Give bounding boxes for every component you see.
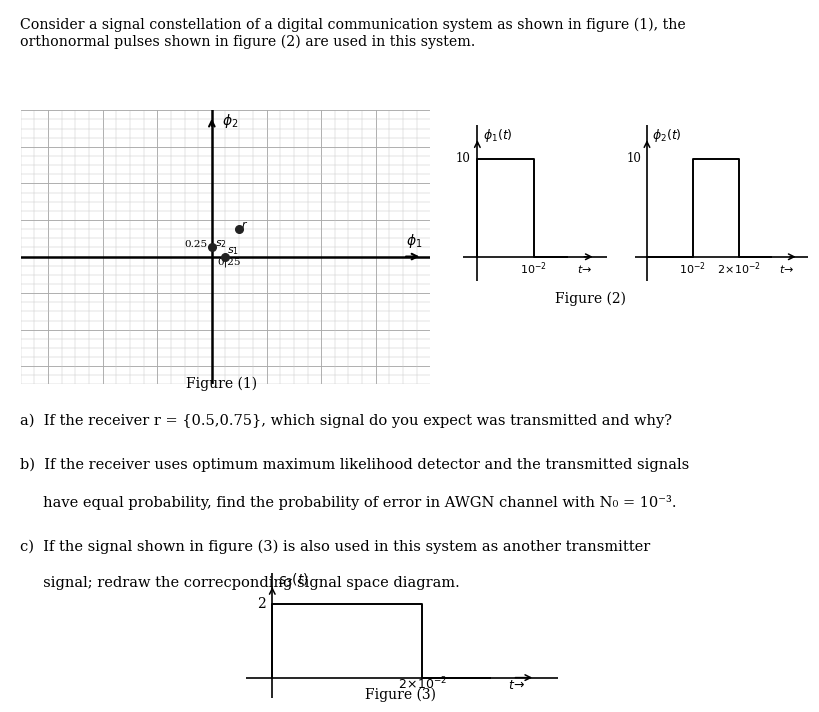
Text: $t\!\rightarrow$: $t\!\rightarrow$ — [778, 263, 794, 276]
Text: Figure (3): Figure (3) — [364, 688, 435, 702]
Text: b)  If the receiver uses optimum maximum likelihood detector and the transmitted: b) If the receiver uses optimum maximum … — [20, 458, 689, 472]
Text: $10^{-2}$: $10^{-2}$ — [679, 260, 705, 277]
Text: $s_2$: $s_2$ — [215, 239, 227, 250]
Text: 10: 10 — [626, 152, 640, 165]
Text: $s_1$: $s_1$ — [227, 245, 239, 257]
Text: $2\!\times\!10^{-2}$: $2\!\times\!10^{-2}$ — [716, 260, 760, 277]
Text: c)  If the signal shown in figure (3) is also used in this system as another tra: c) If the signal shown in figure (3) is … — [20, 540, 650, 554]
Text: $2\!\times\!10^{-2}$: $2\!\times\!10^{-2}$ — [397, 676, 446, 692]
Text: Figure (1): Figure (1) — [186, 377, 256, 391]
Text: $\phi_1(t)$: $\phi_1(t)$ — [482, 127, 512, 145]
Text: $t\!\rightarrow$: $t\!\rightarrow$ — [576, 263, 591, 276]
Text: $t\!\rightarrow$: $t\!\rightarrow$ — [507, 679, 524, 692]
Text: $\phi_2$: $\phi_2$ — [221, 112, 238, 130]
Text: Consider a signal constellation of a digital communication system as shown in fi: Consider a signal constellation of a dig… — [20, 18, 686, 49]
Text: 10: 10 — [455, 152, 470, 165]
Text: a)  If the receiver r = {0.5,0.75}, which signal do you expect was transmitted a: a) If the receiver r = {0.5,0.75}, which… — [20, 414, 672, 428]
Text: signal; redraw the correcponding signal space diagram.: signal; redraw the correcponding signal … — [20, 577, 459, 590]
Text: $10^{-2}$: $10^{-2}$ — [519, 260, 546, 277]
Text: 0.25: 0.25 — [184, 240, 207, 248]
Text: $\phi_1$: $\phi_1$ — [405, 232, 422, 250]
Text: $\phi_2(t)$: $\phi_2(t)$ — [651, 127, 681, 145]
Text: have equal probability, find the probability of error in AWGN channel with N₀ = : have equal probability, find the probabi… — [20, 495, 676, 510]
Text: 0|25: 0|25 — [217, 258, 241, 267]
Text: $s_3(t)$: $s_3(t)$ — [278, 571, 309, 589]
Text: 2: 2 — [257, 597, 266, 612]
Text: Figure (2): Figure (2) — [554, 291, 625, 305]
Text: $r$: $r$ — [241, 219, 248, 230]
